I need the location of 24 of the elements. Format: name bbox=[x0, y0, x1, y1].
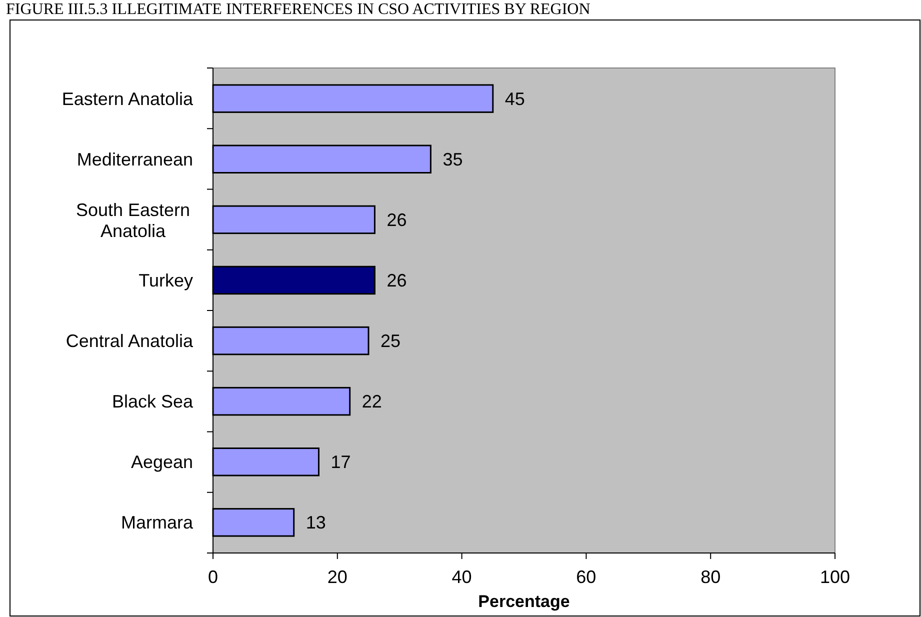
x-tick-label: 80 bbox=[700, 567, 721, 587]
data-label: 22 bbox=[362, 392, 382, 412]
y-tick-label: Eastern Anatolia bbox=[62, 88, 194, 109]
x-tick-label: 40 bbox=[452, 567, 472, 587]
data-label: 25 bbox=[380, 331, 401, 352]
y-tick-label: South Eastern Anatolia bbox=[76, 200, 190, 241]
data-label: 26 bbox=[386, 210, 407, 230]
x-tick-label: 0 bbox=[208, 567, 218, 587]
data-label: 35 bbox=[442, 149, 463, 170]
data-label: 45 bbox=[504, 88, 525, 109]
chart-title: FIGURE III.5.3 ILLEGITIMATE INTERFERENCES IN CSO ACTIVITIES BY REGION bbox=[6, 1, 591, 18]
y-tick-label: Aegean bbox=[130, 452, 193, 472]
y-tick-label: Marmara bbox=[120, 512, 194, 533]
data-label: 26 bbox=[386, 270, 407, 291]
y-tick-label: Turkey bbox=[138, 270, 193, 291]
x-tick-label: 100 bbox=[820, 567, 850, 587]
y-tick-label: Mediterranean bbox=[76, 149, 193, 170]
x-axis-title: Percentage bbox=[478, 592, 570, 611]
data-label: 13 bbox=[306, 512, 326, 533]
y-tick-label: Black Sea bbox=[112, 392, 194, 412]
x-tick-label: 60 bbox=[576, 567, 596, 587]
data-label: 17 bbox=[330, 452, 351, 472]
y-tick-label: Central Anatolia bbox=[66, 331, 194, 352]
x-tick-label: 20 bbox=[327, 567, 348, 587]
